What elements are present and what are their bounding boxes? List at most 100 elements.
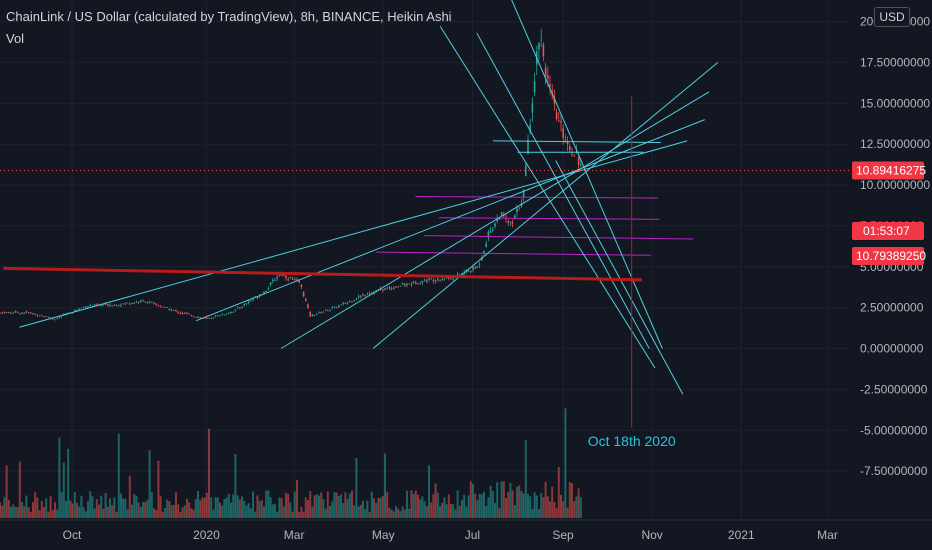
volume-bar [564,408,567,518]
candle-body [382,289,384,291]
volume-bar [93,508,96,518]
volume-bar [38,510,41,518]
volume-bar [348,493,351,518]
volume-bar [223,498,226,518]
candle-body [518,207,520,209]
currency-button[interactable]: USD [874,7,910,27]
volume-bar [456,490,459,518]
candle-body [560,121,562,123]
price-tags: 10.89416275 01:53:07 10.79389250 [852,161,926,265]
time-tick-label: 2020 [193,528,220,542]
volume-bar [43,506,45,518]
volume-bar [379,497,382,518]
candle-body [516,208,518,213]
candle-body [421,281,424,283]
candle-body [386,287,388,289]
candle-body [267,288,270,290]
volume-bar [0,502,1,518]
candle-body [564,140,567,142]
volume-bar [390,509,393,518]
volume-bar [322,499,325,518]
candle-body [91,305,94,307]
candle-body [362,294,364,296]
candle-body [313,315,316,316]
volume-bar [54,502,56,518]
volume-bar [320,492,323,518]
candle-body [476,266,479,268]
volume-bar [78,506,81,518]
volume-bar [388,507,391,518]
volume-bar [131,504,133,518]
candle-body [390,288,393,290]
candle-body [221,314,223,316]
candle-body [542,44,545,57]
volume-bar [221,505,224,518]
volume-bar [485,506,488,518]
candle-body [23,313,25,314]
volume-bar [302,511,305,518]
candle-body [569,146,571,151]
volume-bar [142,502,144,518]
candle-body [3,312,6,314]
volume-bar [355,458,358,518]
candle-body [19,313,21,315]
volume-bar [421,496,424,518]
magenta-horizontal-line [438,217,660,220]
volume-bar [331,501,334,518]
volume-bar [502,481,505,518]
volume-bar [241,496,243,518]
date-annotation: Oct 18th 2020 [588,433,676,449]
volume-indicator-label[interactable]: Vol [6,31,25,46]
cyan-trend-line [439,26,656,369]
candle-body [419,283,421,285]
candle-body [232,312,234,313]
candle-body [305,299,307,302]
volume-bar [293,491,296,518]
volume-bar [82,507,85,518]
volume-bar [51,510,54,518]
candle-body [102,304,105,306]
last-price-label: 10.89416275 [856,163,926,177]
candle-body [175,310,177,312]
candle-body [531,103,534,113]
price-tick-label: 17.50000000 [860,55,930,69]
candle-body [173,309,175,311]
candle-body [415,282,417,285]
volume-bar [263,506,265,518]
candle-body [395,287,397,288]
volume-bar [518,485,521,518]
volume-bar [89,491,92,518]
volume-bar [188,502,191,518]
candle-body [439,280,441,282]
volume-bar [71,503,74,518]
volume-bar [23,506,26,518]
volume-bar [192,509,195,518]
volume-bar [311,506,314,518]
candle-body [276,276,278,279]
candle-body [311,314,314,316]
candle-body [417,283,419,285]
volume-bar [285,492,287,518]
volume-bar [249,508,252,518]
candle-body [135,302,138,303]
candle-body [553,97,556,104]
candle-body [74,310,76,312]
candle-body [441,279,443,281]
candle-body [500,212,503,217]
volume-bar [496,482,499,518]
volume-bar [133,494,136,518]
volume-bar [117,433,120,518]
volume-bar [373,498,375,518]
volume-bar [84,511,87,518]
volume-bar [245,505,248,518]
volume-bar [137,502,140,518]
candle-body [148,301,151,303]
volume-bar [531,509,534,518]
volume-bars [0,408,582,518]
candle-body [318,311,320,313]
candle-body [287,279,289,281]
volume-bar [153,508,155,518]
candle-body [571,153,573,155]
price-tick-label: 0.00000000 [860,342,924,356]
